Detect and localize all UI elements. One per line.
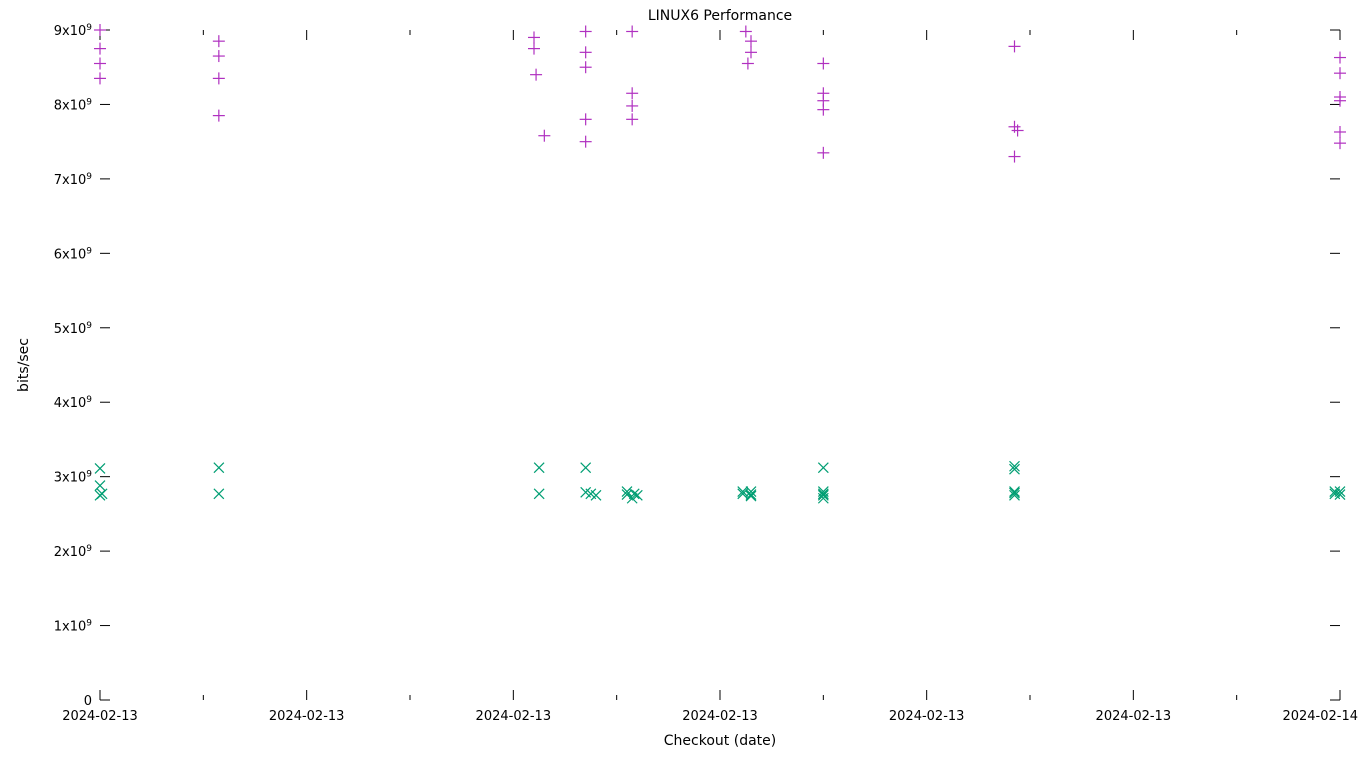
chart-title: LINUX6 Performance [648,8,792,24]
chart-container: 2024-02-13 2024-02-13 2024-02-13 2024-02-13… [0,0,1360,768]
y-tick-label: 7x109 [54,172,93,188]
marker-x [627,493,637,503]
y-tick-label: 5x109 [54,321,93,337]
x-tick-label: 2024-02-13 [1096,709,1172,724]
marker-plus [817,104,829,116]
y-tick-label: 3x109 [54,470,93,486]
marker-plus [1334,67,1346,79]
marker-plus [1009,151,1021,163]
series-x [95,461,1345,503]
marker-plus [538,130,550,142]
x-tick-label: 2024-02-13 [269,709,345,724]
y-tick-label: 9x109 [54,23,93,39]
y-tick-label: 2x109 [54,544,93,560]
marker-plus [1334,137,1346,149]
marker-x [534,463,544,473]
marker-plus [528,43,540,55]
marker-plus [580,46,592,58]
y-tick-label: 0 [84,694,92,709]
marker-plus [213,50,225,62]
marker-plus [740,25,752,37]
y-tick-label: 8x109 [54,97,93,113]
marker-x [818,489,828,499]
marker-plus [528,31,540,43]
marker-plus [580,113,592,125]
marker-plus [1334,52,1346,64]
y-tick-label: 1x109 [54,619,93,635]
marker-x [818,463,828,473]
marker-plus [1334,126,1346,138]
marker-plus [213,72,225,84]
performance-chart-svg: 2024-02-13 2024-02-13 2024-02-13 2024-02-13… [0,0,1360,768]
x-tick-label: 2024-02-14 [1282,709,1358,724]
marker-plus [626,25,638,37]
series-plus [94,24,1346,163]
marker-plus [213,110,225,122]
marker-x [1330,487,1340,497]
marker-plus [626,113,638,125]
y-tick-label: 4x109 [54,395,93,411]
x-tick-label: 2024-02-13 [62,709,138,724]
marker-plus [626,87,638,99]
marker-plus [530,69,542,81]
x-axis-label: Checkout (date) [664,733,776,749]
marker-plus [626,100,638,112]
x-tick-label: 2024-02-13 [889,709,965,724]
x-tick-label: 2024-02-13 [682,709,758,724]
y-axis-label: bits/sec [16,338,32,392]
marker-plus [742,58,754,70]
marker-x [534,489,544,499]
marker-x [214,489,224,499]
marker-plus [817,58,829,70]
y-tick-label: 6x109 [54,246,93,262]
marker-plus [213,35,225,47]
marker-plus [1009,40,1021,52]
x-tick-label: 2024-02-13 [476,709,552,724]
marker-x [581,463,591,473]
marker-plus [94,58,106,70]
marker-plus [580,25,592,37]
marker-x [632,490,642,500]
marker-x [1010,488,1020,498]
marker-plus [94,43,106,55]
marker-x [95,481,105,491]
marker-plus [580,136,592,148]
marker-plus [745,35,757,47]
marker-plus [817,147,829,159]
marker-plus [94,72,106,84]
marker-plus [745,46,757,58]
marker-plus [580,61,592,73]
marker-x [95,463,105,473]
marker-plus [94,24,106,36]
marker-x [214,463,224,473]
